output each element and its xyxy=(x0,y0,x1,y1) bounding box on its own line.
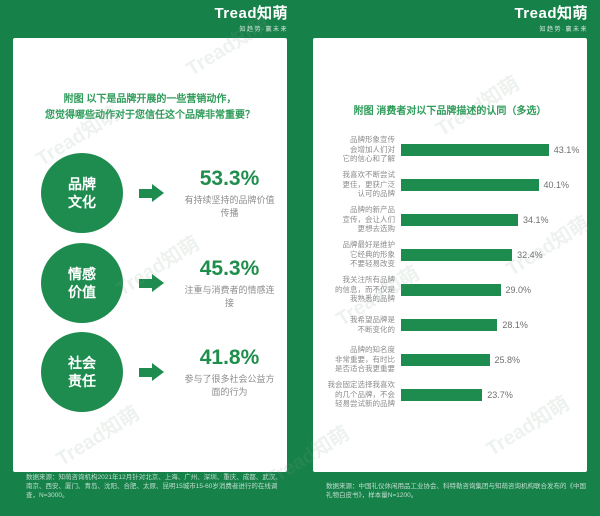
left-data-source-note: 数据来源：知萌咨询机构2021年12月针对北京、上海、广州、深圳、重庆、成都、武… xyxy=(26,474,282,499)
circle-label-line: 价值 xyxy=(68,284,96,300)
bar xyxy=(401,353,490,366)
brand-logo-text: Tread知萌 xyxy=(214,5,288,22)
circle-label-line: 情感 xyxy=(68,266,96,282)
bar-value-label: 40.1% xyxy=(543,179,570,190)
bar-value-label: 25.8% xyxy=(494,354,521,365)
brand-tagline: 知趋势·赢未来 xyxy=(539,27,588,33)
bar xyxy=(401,248,513,261)
arrow-right-icon xyxy=(139,363,164,381)
right-chart-title: 附图 消费者对以下品牌描述的认同（多选） xyxy=(353,106,547,117)
stat-row-brand-culture: 品牌 文化 53.3% 有持续坚持的品牌价值传播 xyxy=(13,150,287,236)
bar-row: 我关注所有品牌 的信息，而不仅是 我熟悉的品牌 29.0% xyxy=(319,272,583,307)
brand-logo: Tread知萌 知趋势·赢未来 xyxy=(514,5,588,34)
circle-label-line: 社会 xyxy=(68,355,96,371)
circle-social-responsibility: 社会 责任 xyxy=(41,332,123,412)
bar-label: 品牌最好是维护 它经典的形象 不要轻易改变 xyxy=(342,240,396,269)
bar-label: 我关注所有品牌 的信息，而不仅是 我熟悉的品牌 xyxy=(335,275,395,304)
stat-row-social-responsibility: 社会 责任 41.8% 参与了很多社会公益方面的行为 xyxy=(13,329,287,415)
circle-label-line: 文化 xyxy=(68,194,96,210)
bar xyxy=(401,213,518,226)
stat-value: 41.8% xyxy=(199,345,260,369)
bar-row: 品牌的新产品 宣传，会让人们 更想去选购 34.1% xyxy=(319,202,583,237)
stat-value: 45.3% xyxy=(199,256,260,280)
bar-row: 品牌的知名度 非常重要，有时比 是否适合我更重要 25.8% xyxy=(319,342,583,377)
circle-brand-culture: 品牌 文化 xyxy=(41,153,123,233)
bar-row: 我会固定选择我喜欢 的几个品牌，不会 轻易尝试新的品牌 23.7% xyxy=(319,377,583,412)
right-infographic-panel: Tread知萌 知趋势·赢未来 附图 消费者对以下品牌描述的认同（多选） 品牌形… xyxy=(300,0,600,516)
brand-logo-text: Tread知萌 xyxy=(514,5,588,22)
left-infographic-panel: Tread知萌 知趋势·赢未来 附图 以下是品牌开展的一些营销动作， 您觉得哪些… xyxy=(13,5,288,499)
horizontal-bar-chart: 品牌形象宣传 会增加人们对 它的信心和了解 43.1% 我喜欢不断尝试 更佳，更… xyxy=(319,132,583,412)
bar-value-label: 34.1% xyxy=(523,214,549,225)
bar-label: 品牌的新产品 宣传，会让人们 更想去选购 xyxy=(342,205,396,234)
brand-tagline: 知趋势·赢未来 xyxy=(239,27,288,33)
stat-description: 注重与消费者的情感连接 xyxy=(184,284,275,308)
bar-row: 品牌形象宣传 会增加人们对 它的信心和了解 43.1% xyxy=(319,132,583,167)
circle-emotional-value: 情感 价值 xyxy=(41,243,123,323)
bar xyxy=(401,143,549,156)
arrow-right-icon xyxy=(139,184,164,202)
bar-label: 我会固定选择我喜欢 的几个品牌，不会 轻易尝试新的品牌 xyxy=(327,380,396,409)
bar-label: 品牌的知名度 非常重要，有时比 是否适合我更重要 xyxy=(335,345,395,374)
bar-value-label: 23.7% xyxy=(487,389,513,400)
left-chart-title-line1: 附图 以下是品牌开展的一些营销动作， xyxy=(63,94,237,105)
bar-label: 我希望品牌是 不断变化的 xyxy=(350,315,395,334)
left-chart-card: 附图 以下是品牌开展的一些营销动作， 您觉得哪些动作对于您信任这个品牌非常重要？… xyxy=(13,38,287,472)
bar-row: 品牌最好是维护 它经典的形象 不要轻易改变 32.4% xyxy=(319,237,583,272)
bar-value-label: 43.1% xyxy=(553,144,580,155)
bar-value-label: 29.0% xyxy=(505,284,532,295)
bar xyxy=(401,283,501,296)
right-data-source-note: 数据来源：中国礼仪休闲用品工业协会、科特勒咨询集团与知萌咨询机构联合发布的《中国… xyxy=(326,483,586,499)
stat-row-emotional-value: 情感 价值 45.3% 注重与消费者的情感连接 xyxy=(13,240,287,326)
circle-label-line: 责任 xyxy=(68,373,96,389)
stat-value: 53.3% xyxy=(199,166,260,190)
right-chart-card: 附图 消费者对以下品牌描述的认同（多选） 品牌形象宣传 会增加人们对 它的信心和… xyxy=(313,38,587,472)
brand-logo: Tread知萌 知趋势·赢未来 xyxy=(214,5,288,34)
bar-row: 我希望品牌是 不断变化的 28.1% xyxy=(319,307,583,342)
stat-description: 有持续坚持的品牌价值传播 xyxy=(184,194,275,218)
bar-value-label: 28.1% xyxy=(502,319,528,330)
stat-description: 参与了很多社会公益方面的行为 xyxy=(184,373,275,397)
left-chart-title: 附图 以下是品牌开展的一些营销动作， 您觉得哪些动作对于您信任这个品牌非常重要？ xyxy=(21,92,279,124)
bar xyxy=(401,178,539,191)
circle-label-line: 品牌 xyxy=(68,176,96,192)
bar xyxy=(401,388,483,401)
left-chart-title-line2: 您觉得哪些动作对于您信任这个品牌非常重要？ xyxy=(45,110,255,121)
bar-value-label: 32.4% xyxy=(517,249,543,260)
bar-label: 品牌形象宣传 会增加人们对 它的信心和了解 xyxy=(342,135,396,164)
bar xyxy=(401,318,498,331)
bar-label: 我喜欢不断尝试 更佳，更获广泛 认可的品牌 xyxy=(342,170,396,199)
arrow-right-icon xyxy=(139,274,164,292)
bar-row: 我喜欢不断尝试 更佳，更获广泛 认可的品牌 40.1% xyxy=(319,167,583,202)
